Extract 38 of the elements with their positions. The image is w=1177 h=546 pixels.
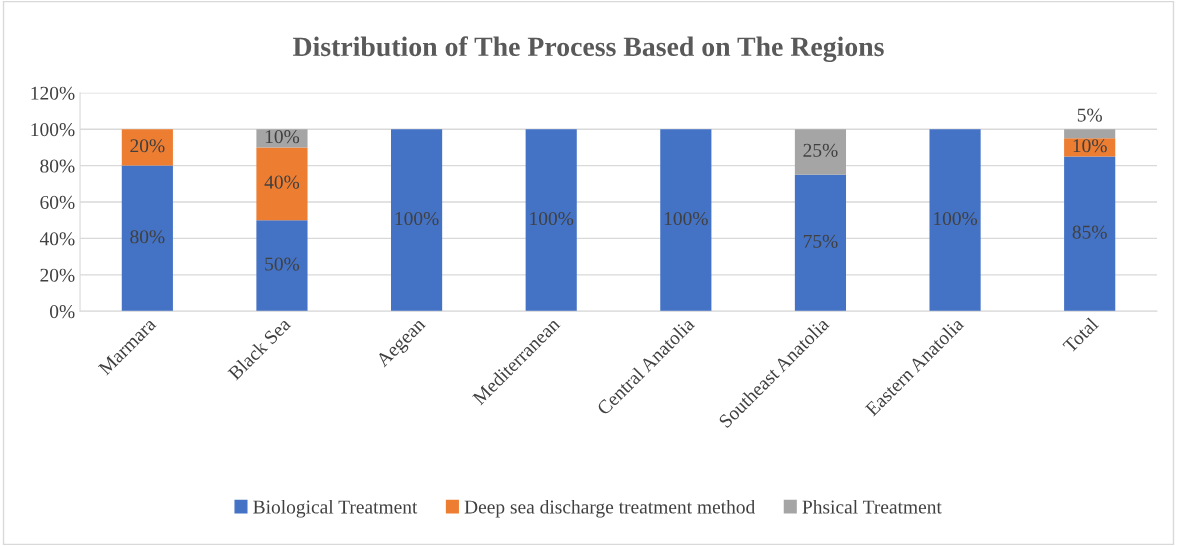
bar	[1064, 156, 1116, 312]
data-label: 10%	[1073, 139, 1107, 153]
bar	[794, 129, 847, 175]
y-tick-label: 100%	[31, 123, 75, 137]
bar	[1064, 138, 1116, 157]
data-label: 100%	[934, 211, 978, 226]
bar	[391, 129, 443, 312]
data-label: 100%	[395, 211, 439, 226]
data-label: 5%	[1077, 108, 1102, 122]
bar	[929, 129, 981, 312]
y-tick-label: 60%	[40, 195, 75, 210]
bar	[256, 220, 308, 312]
data-label: 25%	[803, 143, 838, 157]
bar	[794, 174, 847, 312]
bar	[121, 129, 173, 166]
bar	[1064, 129, 1116, 139]
data-label: 75%	[803, 234, 838, 248]
bar	[121, 165, 173, 312]
legend-label: Phsical Treatment	[802, 499, 942, 514]
chart-title: Distribution of The Process Based on The Regions	[293, 36, 884, 62]
legend-label: Biological Treatment	[253, 499, 418, 518]
data-label: 100%	[664, 211, 708, 226]
data-label: 85%	[1072, 225, 1107, 239]
data-label: 10%	[265, 130, 300, 144]
data-label: 80%	[130, 230, 165, 244]
data-label: 40%	[264, 175, 300, 189]
y-tick-label: 80%	[40, 159, 75, 173]
y-tick-label: 20%	[40, 268, 75, 282]
bar	[256, 147, 308, 221]
data-label: 20%	[130, 139, 165, 153]
y-tick-label: 0%	[50, 305, 75, 319]
y-tick-label: 40%	[39, 232, 75, 246]
bar	[525, 129, 577, 312]
legend-label: Deep sea discharge treatment method	[464, 499, 756, 518]
data-label: 100%	[530, 211, 574, 226]
data-label: 50%	[265, 257, 300, 271]
bar	[660, 129, 712, 312]
y-tick-label: 120%	[31, 86, 75, 100]
